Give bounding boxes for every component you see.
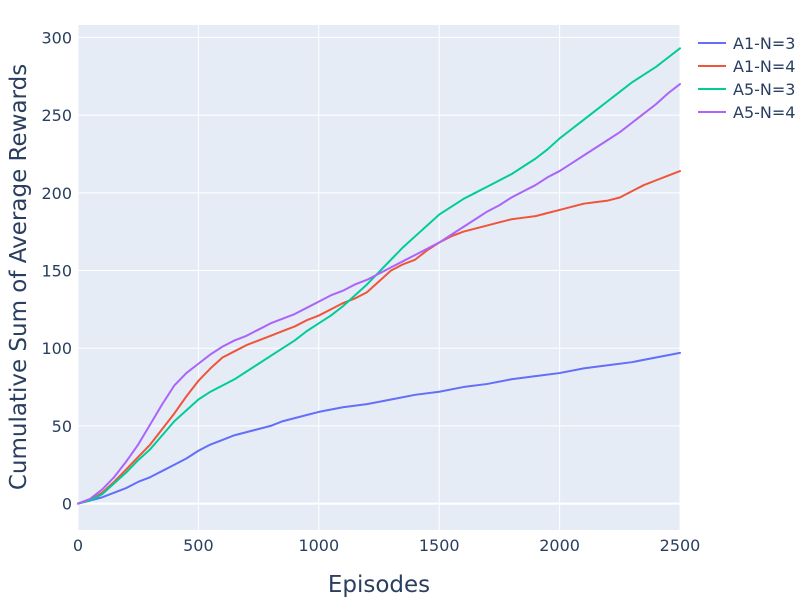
x-tick-label-0: 0 [73, 536, 83, 555]
plot-area [78, 25, 680, 530]
legend-label-0: A1-N=3 [733, 34, 795, 53]
x-tick-label-3: 1500 [419, 536, 460, 555]
y-tick-label-4: 200 [41, 184, 72, 203]
x-axis-title: Episodes [328, 572, 430, 598]
y-tick-label-0: 0 [62, 495, 72, 514]
series-line-0 [77, 351, 681, 505]
y-tick-label-5: 250 [41, 106, 72, 125]
series-lines [77, 47, 681, 505]
y-tick-label-6: 300 [41, 28, 72, 47]
y-tick-label-1: 50 [52, 417, 72, 436]
legend-label-1: A1-N=4 [733, 57, 795, 76]
legend-label-3: A5-N=4 [733, 103, 795, 122]
series-line-2 [77, 47, 681, 505]
y-axis-title: Cumulative Sum of Average Rewards [6, 64, 32, 490]
legend-label-2: A5-N=3 [733, 80, 795, 99]
y-tick-label-3: 150 [41, 262, 72, 281]
x-tick-label-5: 2500 [660, 536, 701, 555]
y-axis-ticks: 0 50 100 150 200 250 300 [41, 28, 72, 513]
series-line-1 [77, 170, 681, 505]
x-axis-ticks: 0 500 1000 1500 2000 2500 [73, 536, 700, 555]
series-line-3 [77, 83, 681, 505]
grid-lines [77, 25, 681, 530]
legend: A1-N=3 A1-N=4 A5-N=3 A5-N=4 [698, 34, 795, 122]
y-tick-label-2: 100 [41, 339, 72, 358]
x-tick-label-1: 500 [183, 536, 214, 555]
x-tick-label-4: 2000 [539, 536, 580, 555]
x-tick-label-2: 1000 [298, 536, 339, 555]
